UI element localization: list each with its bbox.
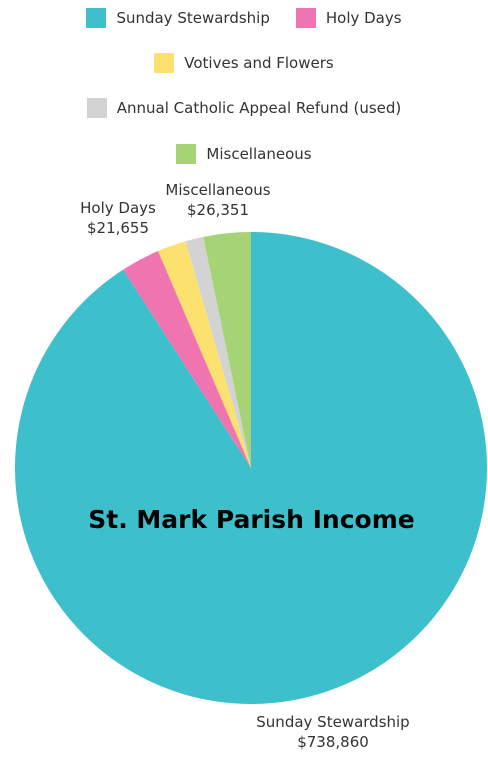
pie-slice-miscellaneous[interactable] bbox=[203, 232, 251, 468]
legend-item-holy-days[interactable]: Holy Days bbox=[295, 8, 402, 28]
legend-swatch bbox=[154, 53, 175, 73]
slice-label-name: Holy Days bbox=[80, 199, 156, 217]
legend-label: Annual Catholic Appeal Refund (used) bbox=[116, 99, 402, 117]
legend-label: Sunday Stewardship bbox=[116, 9, 270, 27]
slice-label-miscellaneous: Miscellaneous $26,351 bbox=[158, 180, 278, 220]
legend-swatch bbox=[86, 98, 107, 118]
legend-row-4: Miscellaneous bbox=[0, 144, 488, 164]
pie-slice-sunday-stewardship[interactable] bbox=[14, 232, 487, 704]
legend-row-3: Annual Catholic Appeal Refund (used) bbox=[0, 98, 488, 118]
legend-swatch bbox=[86, 8, 107, 28]
chart-title: St. Mark Parish Income bbox=[88, 505, 415, 534]
legend-item-annual-catholic-appeal-refund[interactable]: Annual Catholic Appeal Refund (used) bbox=[86, 98, 402, 118]
legend-row-2: Votives and Flowers bbox=[0, 53, 488, 73]
legend-row-1: Sunday Stewardship Holy Days bbox=[0, 8, 488, 28]
slice-label-value: $26,351 bbox=[186, 201, 250, 219]
slice-label-name: Sunday Stewardship bbox=[256, 713, 410, 731]
pie-slice-holy-days[interactable] bbox=[123, 251, 251, 468]
legend-item-miscellaneous[interactable]: Miscellaneous bbox=[176, 144, 312, 164]
legend-swatch bbox=[176, 144, 197, 164]
legend-label: Miscellaneous bbox=[206, 145, 312, 163]
slice-label-holy-days: Holy Days $21,655 bbox=[68, 198, 168, 238]
pie-slice-annual-catholic-appeal-refund[interactable] bbox=[185, 236, 251, 468]
pie-slice-votives-and-flowers[interactable] bbox=[158, 241, 251, 468]
legend-item-sunday-stewardship[interactable]: Sunday Stewardship bbox=[86, 8, 270, 28]
slice-label-value: $21,655 bbox=[86, 219, 150, 237]
legend-label: Holy Days bbox=[325, 9, 402, 27]
legend-item-votives-and-flowers[interactable]: Votives and Flowers bbox=[154, 53, 334, 73]
legend-swatch bbox=[295, 8, 316, 28]
slice-label-name: Miscellaneous bbox=[165, 181, 271, 199]
slice-label-value: $738,860 bbox=[297, 733, 369, 751]
slice-label-sunday-stewardship: Sunday Stewardship $738,860 bbox=[228, 712, 438, 752]
legend-label: Votives and Flowers bbox=[184, 54, 334, 72]
